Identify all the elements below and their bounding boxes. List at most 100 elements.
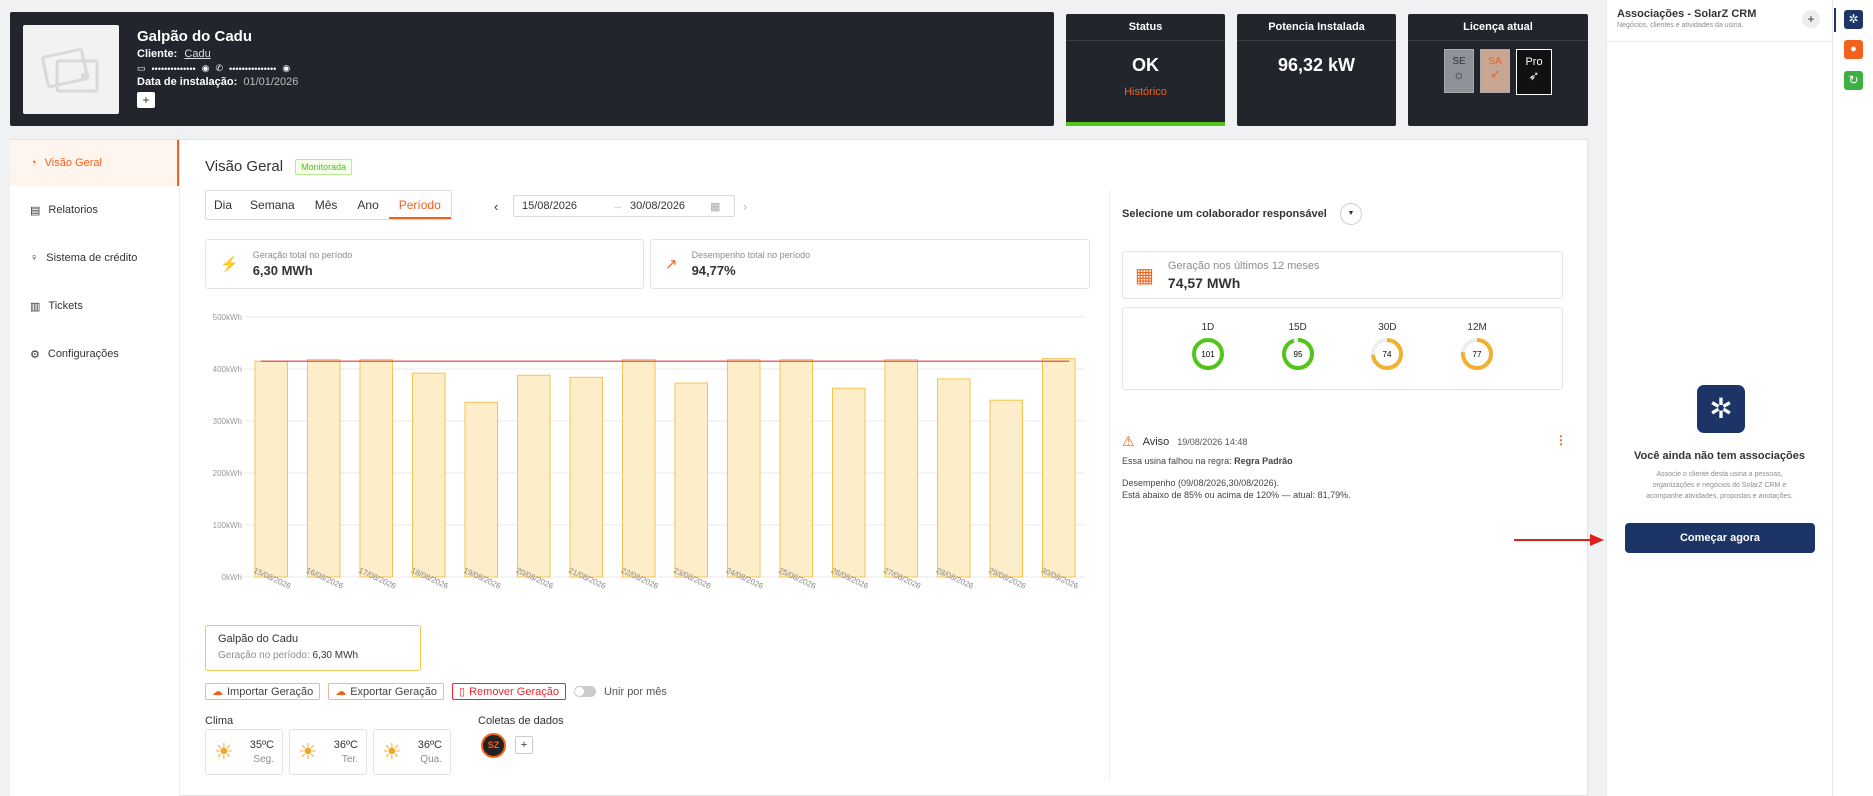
import-generation-button[interactable]: ☁ Importar Geração xyxy=(205,683,321,700)
solarz-app-icon[interactable]: ✲ xyxy=(1844,10,1863,29)
sidebar-item-visao-geral[interactable]: ◔ Visão Geral xyxy=(10,140,179,186)
eye-icon[interactable]: ◉ xyxy=(201,63,210,73)
sun-icon: ☼ xyxy=(1453,67,1465,82)
plant-header: Galpão do Cadu Cliente: Cadu ▭ •••••••••… xyxy=(10,12,1054,126)
tab-dia[interactable]: Dia xyxy=(214,198,233,212)
kpi-performance: ↗ Desempenho total no período 94,77% xyxy=(650,239,1090,289)
plant-photo-placeholder xyxy=(23,25,119,114)
date-range-picker[interactable]: 15/08/2026 → 30/08/2026 ▦ xyxy=(513,195,735,217)
chart-bar xyxy=(831,387,866,578)
ticket-icon: ▥ xyxy=(30,300,41,313)
sidebar-item-relatorios[interactable]: ▤ Relatorios xyxy=(30,204,98,217)
chart-bar xyxy=(464,401,499,578)
tab-ano[interactable]: Ano xyxy=(357,198,379,212)
alert-menu-button[interactable]: ⋮ xyxy=(1555,433,1567,447)
y-tick-label: 300kWh xyxy=(213,417,242,426)
y-tick-label: 400kWh xyxy=(213,365,242,374)
chart-legend-card[interactable]: Galpão do Cadu Geração no período: 6,30 … xyxy=(205,625,421,671)
associations-panel: Associações - SolarZ CRM Negócios, clien… xyxy=(1606,0,1832,796)
sidebar-item-sistema-credito[interactable]: ♀ Sistema de crédito xyxy=(30,252,138,264)
sidebar-item-configuracoes[interactable]: ⚙ Configurações xyxy=(30,348,119,361)
export-generation-button[interactable]: ☁ Exportar Geração xyxy=(328,683,445,700)
eye-icon[interactable]: ◉ xyxy=(282,63,291,73)
generation-chart: 0kWh100kWh200kWh300kWh400kWh500kWh15/08/… xyxy=(213,313,1085,591)
gen-12-months-value: 74,57 MWh xyxy=(1167,274,1241,291)
tab-periodo[interactable]: Período xyxy=(388,191,451,219)
climate-day-card: ☀ 35ºC Seg. xyxy=(205,729,283,775)
sun-icon: ☀ xyxy=(382,739,402,764)
ring-value: 74 xyxy=(1383,350,1392,359)
alert-time: 19/08/2026 14:48 xyxy=(1177,436,1248,447)
client-link[interactable]: Cadu xyxy=(184,48,211,60)
chart-bar xyxy=(936,378,971,578)
power-card: Potencia Instalada 96,32 kW xyxy=(1237,14,1396,126)
chart-bar xyxy=(674,382,709,578)
gen-12-months-label: Geração nos últimos 12 meses xyxy=(1167,259,1320,272)
performance-ring: 12M 77 xyxy=(1459,322,1495,372)
trash-icon: ▯ xyxy=(459,686,466,698)
ring-fill xyxy=(1371,338,1404,370)
remove-generation-button[interactable]: ▯ Remover Geração xyxy=(452,683,566,700)
tab-semana[interactable]: Semana xyxy=(250,198,295,212)
trend-up-icon: ↗ xyxy=(665,256,678,273)
merge-month-toggle[interactable] xyxy=(573,686,596,697)
status-value: OK xyxy=(1132,55,1159,75)
performance-rings-card: 1D 101 15D 95 30D 74 12M 77 xyxy=(1122,307,1563,390)
sidebar-item-tickets[interactable]: ▥ Tickets xyxy=(30,300,83,313)
y-tick-label: 100kWh xyxy=(213,521,242,530)
power-value: 96,32 kW xyxy=(1277,55,1356,75)
ring-label: 1D xyxy=(1201,322,1215,333)
install-label: Data de instalação: xyxy=(137,76,238,88)
chart-bar xyxy=(884,359,919,578)
panel-title: Associações - SolarZ CRM xyxy=(1617,8,1757,20)
responsible-select-dropdown[interactable]: ▼ xyxy=(1340,203,1362,225)
ring-fill xyxy=(1461,338,1494,370)
install-date: 01/01/2026 xyxy=(243,76,299,88)
y-tick-label: 0kWh xyxy=(222,573,242,582)
date-start[interactable]: 15/08/2026 xyxy=(522,200,578,212)
sun-icon: ☀ xyxy=(214,739,234,764)
y-tick-label: 500kWh xyxy=(213,313,242,322)
ring-gauge: 77 xyxy=(1461,338,1494,370)
chart-bar xyxy=(306,359,341,578)
panel-subtitle: Negócios, clientes e atividades da usina… xyxy=(1617,22,1744,29)
next-period-button[interactable]: › xyxy=(743,199,748,214)
history-link[interactable]: Histórico xyxy=(1124,86,1167,98)
annotation-arrow xyxy=(1514,534,1604,546)
report-icon: ▤ xyxy=(30,204,41,217)
plant-name: Galpão do Cadu xyxy=(137,28,253,45)
ring-fill xyxy=(1281,338,1314,370)
date-end[interactable]: 30/08/2026 xyxy=(630,200,686,212)
ring-value: 95 xyxy=(1293,350,1302,359)
panel-add-button[interactable]: + xyxy=(1802,10,1820,28)
crm-logo-icon: ✲ xyxy=(1697,385,1745,433)
start-now-button[interactable]: Começar agora xyxy=(1625,523,1815,553)
climate-day-card: ☀ 36ºC Ter. xyxy=(289,729,367,775)
app-rail: ✲ ● ↻ xyxy=(1832,0,1873,796)
add-tag-button[interactable]: + xyxy=(137,92,155,108)
ring-gauge: 74 xyxy=(1371,338,1404,370)
responsible-select-label: Selecione um colaborador responsável xyxy=(1122,208,1327,220)
performance-ring: 1D 101 xyxy=(1190,322,1226,372)
collector-badge[interactable]: SZ xyxy=(481,733,506,758)
chart-bar xyxy=(1041,358,1076,578)
alert-rule: Regra Padrão xyxy=(1234,456,1293,466)
license-badge-sa: SA ➶ xyxy=(1480,49,1510,93)
collect-title: Coletas de dados xyxy=(478,715,564,727)
prev-period-button[interactable]: ‹ xyxy=(494,199,499,214)
refresh-app-icon[interactable]: ↻ xyxy=(1844,71,1863,90)
chart-bar xyxy=(726,359,761,578)
calendar-icon: ▦ xyxy=(710,200,721,213)
chat-app-icon[interactable]: ● xyxy=(1844,40,1863,59)
tab-mes[interactable]: Mês xyxy=(314,198,338,212)
add-collector-button[interactable]: + xyxy=(515,736,533,754)
license-badge-pro: Pro ➶ xyxy=(1516,49,1552,95)
warning-icon: ⚠ xyxy=(1122,433,1135,449)
license-title: Licença atual xyxy=(1408,14,1588,41)
chart-bar xyxy=(621,359,656,578)
gen-12-months-card: ▦ Geração nos últimos 12 meses 74,57 MWh xyxy=(1122,251,1563,299)
ring-gauge: 101 xyxy=(1191,338,1224,370)
alert-line3: Está abaixo de 85% ou acima de 120% — at… xyxy=(1122,490,1351,500)
phone-icon: ✆ xyxy=(215,63,224,73)
monitored-badge: Monitorada xyxy=(295,158,353,175)
